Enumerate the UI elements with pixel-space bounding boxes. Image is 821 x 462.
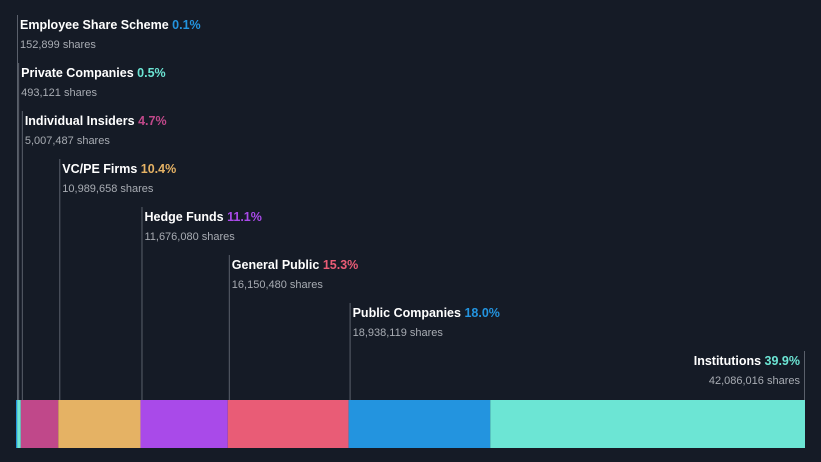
segment-label-private-companies: Private Companies 0.5%	[21, 66, 166, 80]
percent-value: 0.1%	[172, 18, 201, 32]
percent-value: 0.5%	[137, 66, 166, 80]
shares-count-employee-share-scheme: 152,899 shares	[20, 39, 96, 51]
bar-segment-private-companies	[17, 400, 21, 448]
bar-segment-vc-pe-firms	[58, 400, 141, 448]
shares-count-individual-insiders: 5,007,487 shares	[25, 135, 111, 147]
segment-labels: Employee Share Scheme 0.1% 152,899 shares…	[20, 18, 800, 387]
shares-count-private-companies: 493,121 shares	[21, 87, 97, 99]
shares-count-hedge-funds: 11,676,080 shares	[144, 231, 235, 243]
shares-count-public-companies: 18,938,119 shares	[353, 327, 444, 339]
segment-label-institutions: Institutions 39.9%	[694, 354, 800, 368]
segment-label-hedge-funds: Hedge Funds 11.1%	[144, 210, 261, 224]
category-name: Employee Share Scheme	[20, 18, 172, 32]
category-name: VC/PE Firms	[62, 162, 141, 176]
segment-label-employee-share-scheme: Employee Share Scheme 0.1%	[20, 18, 201, 32]
shares-count-vc-pe-firms: 10,989,658 shares	[62, 183, 154, 195]
bar-segment-institutions	[490, 400, 805, 448]
bar-segment-individual-insiders	[20, 400, 59, 448]
percent-value: 4.7%	[138, 114, 167, 128]
percent-value: 15.3%	[323, 258, 358, 272]
bar-segment-general-public	[227, 400, 349, 448]
percent-value: 18.0%	[464, 306, 499, 320]
percent-value: 10.4%	[141, 162, 176, 176]
category-name: Hedge Funds	[144, 210, 227, 224]
category-name: General Public	[232, 258, 323, 272]
segment-label-vc-pe-firms: VC/PE Firms 10.4%	[62, 162, 176, 176]
category-name: Private Companies	[21, 66, 137, 80]
bar-segment-employee-share-scheme	[16, 400, 18, 448]
percent-value: 39.9%	[765, 354, 800, 368]
shares-count-institutions: 42,086,016 shares	[709, 375, 801, 387]
bar-segment-hedge-funds	[140, 400, 228, 448]
stacked-bar	[16, 400, 805, 448]
segment-label-public-companies: Public Companies 18.0%	[353, 306, 500, 320]
category-name: Institutions	[694, 354, 765, 368]
percent-value: 11.1%	[227, 210, 262, 224]
bar-segment-public-companies	[348, 400, 491, 448]
segment-label-general-public: General Public 15.3%	[232, 258, 358, 272]
shares-count-general-public: 16,150,480 shares	[232, 279, 324, 291]
category-name: Individual Insiders	[25, 114, 138, 128]
segment-label-individual-insiders: Individual Insiders 4.7%	[25, 114, 167, 128]
category-name: Public Companies	[353, 306, 465, 320]
leader-lines	[17, 15, 805, 400]
